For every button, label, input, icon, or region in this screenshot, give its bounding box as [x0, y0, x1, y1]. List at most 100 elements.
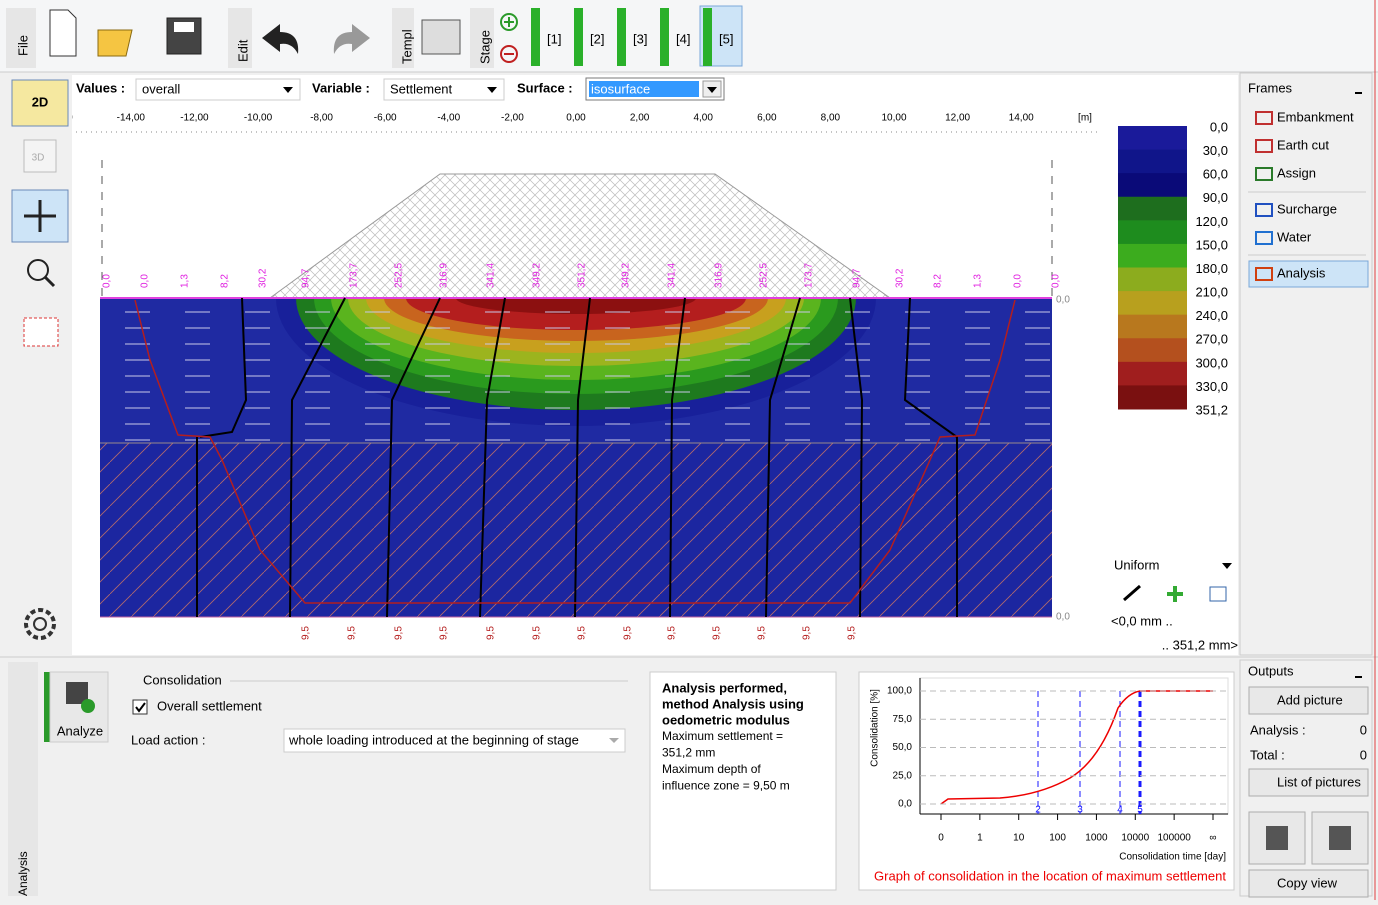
stage-tab[interactable]	[470, 8, 494, 68]
ruler-tick-label: 10,00	[881, 113, 906, 124]
settlement-label: 0,0	[1051, 274, 1062, 288]
legend-swatch	[1118, 385, 1187, 410]
frame-icon	[1255, 231, 1273, 245]
analysis-tab[interactable]	[8, 662, 38, 896]
legend-swatch	[1118, 126, 1187, 151]
settlement-label: 0,0	[140, 274, 151, 288]
ruler-tick-label: 8,00	[821, 113, 841, 124]
variable-dropdown[interactable]	[383, 78, 505, 101]
legend-swatch	[1118, 291, 1187, 316]
legend-swatch	[1118, 361, 1187, 386]
stage-bar[interactable]	[703, 8, 712, 66]
legend-value: 90,0	[1203, 190, 1228, 205]
ruler-tick-label: -2,00	[501, 113, 524, 124]
new-icon[interactable]	[49, 9, 77, 57]
load-action-label: Load action :	[131, 732, 205, 747]
legend-value: 120,0	[1195, 214, 1228, 229]
copy-view-button[interactable]	[1248, 869, 1369, 898]
depth-label: 9,5	[394, 626, 405, 640]
ruler-tick-label: -10,00	[244, 113, 273, 124]
graph-x-tick-label: 10000	[1121, 833, 1149, 844]
stage-bar[interactable]	[531, 8, 540, 66]
ruler-tick-label: 0,00	[566, 113, 586, 124]
graph-x-tick-label: 10	[1013, 833, 1025, 844]
graph-y-tick: 100,0	[887, 686, 912, 697]
add-picture-button[interactable]	[1248, 686, 1369, 715]
values-dropdown[interactable]	[135, 78, 301, 101]
settlement-label: 1,3	[180, 274, 191, 288]
result-heading: method Analysis using	[662, 696, 804, 711]
overall-checkbox[interactable]	[132, 699, 148, 715]
add-stage[interactable]	[500, 13, 518, 31]
redo-icon[interactable]	[333, 24, 370, 54]
frame-selected	[1248, 260, 1369, 288]
depth-label: 9,5	[301, 626, 312, 640]
legend-edit[interactable]	[1209, 586, 1227, 602]
surface-value: isosurface	[591, 81, 650, 96]
zoom-button[interactable]	[27, 259, 49, 281]
frame-item[interactable]: Surcharge	[1277, 201, 1337, 216]
remove-stage[interactable]	[500, 45, 518, 63]
ruler-tick-label: 14,00	[1009, 113, 1034, 124]
legend-value: 150,0	[1195, 237, 1228, 252]
template-icon[interactable]	[421, 19, 461, 55]
graph-y-tick: 50,0	[893, 742, 913, 753]
mode-3d-button[interactable]	[23, 139, 57, 173]
ruler-tick-label: 00	[62, 113, 74, 124]
settlement-label: 30,2	[895, 268, 906, 288]
load-action-dropdown[interactable]	[283, 728, 626, 753]
stage-label: [2]	[590, 31, 604, 46]
settlement-label: 173,7	[349, 263, 360, 288]
mode-3d-label: 3D	[32, 153, 45, 164]
file-tab[interactable]	[6, 8, 36, 68]
settlement-label: 341,4	[486, 263, 497, 288]
settings-button[interactable]	[24, 608, 56, 640]
frame-item[interactable]: Analysis	[1277, 265, 1326, 280]
settlement-label: 94,7	[301, 268, 312, 288]
undo-icon[interactable]	[262, 24, 299, 54]
ruler-tick-label: -8,00	[310, 113, 333, 124]
settlement-label: 30,2	[258, 268, 269, 288]
edit-tab[interactable]	[228, 8, 252, 68]
fit-button[interactable]	[23, 317, 59, 347]
open-icon[interactable]	[97, 29, 133, 57]
outputs-analysis-count: 0	[1360, 722, 1367, 737]
scale-value: Uniform	[1114, 557, 1160, 572]
graph-x-tick-label: 1000	[1085, 833, 1108, 844]
list-pictures-label: List of pictures	[1277, 774, 1361, 789]
templ-tab[interactable]	[392, 8, 414, 68]
legend-add[interactable]	[1167, 586, 1183, 602]
isosurface	[100, 298, 1052, 617]
legend-min: <0,0 mm ..	[1111, 613, 1173, 628]
stage-bar[interactable]	[660, 8, 669, 66]
frame-item[interactable]: Water	[1277, 229, 1312, 244]
outputs-total-label: Total :	[1250, 747, 1285, 762]
list-pictures-button[interactable]	[1248, 768, 1369, 797]
legend-value: 30,0	[1203, 143, 1228, 158]
legend-value: 60,0	[1203, 167, 1228, 182]
values-value: overall	[142, 81, 180, 96]
frame-item[interactable]: Earth cut	[1277, 137, 1329, 152]
graph-x-tick-label: 100	[1049, 833, 1066, 844]
scale-dropdown[interactable]	[1110, 555, 1238, 577]
legend-swatch	[1118, 220, 1187, 245]
consolidation-curve	[940, 690, 1213, 805]
frame-item[interactable]: Embankment	[1277, 109, 1354, 124]
frame-icon	[1255, 203, 1273, 217]
edge-label: 0,0	[1056, 295, 1070, 306]
stage-bar[interactable]	[574, 8, 583, 66]
graph-x-tick-label: 1	[977, 833, 983, 844]
legend-value: 0,0	[1210, 119, 1228, 134]
ruler-tick-label: -4,00	[437, 113, 460, 124]
settlement-label: 0,0	[102, 274, 113, 288]
stage-bar[interactable]	[617, 8, 626, 66]
frame-item[interactable]: Assign	[1277, 165, 1316, 180]
consolidation-group: Consolidation	[143, 672, 222, 687]
legend-value: 270,0	[1195, 332, 1228, 347]
mode-2d-button[interactable]	[11, 79, 69, 127]
legend-settings[interactable]	[1123, 584, 1141, 602]
mode-2d-label: 2D	[32, 94, 49, 109]
copy-view-label: Copy view	[1277, 875, 1338, 890]
